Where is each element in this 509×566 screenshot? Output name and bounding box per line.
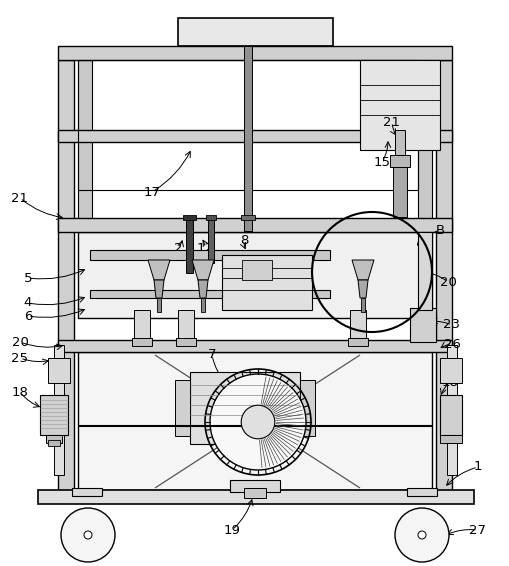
Bar <box>389 155 409 167</box>
Bar <box>439 358 461 383</box>
Bar <box>243 46 251 231</box>
Text: 19: 19 <box>223 524 240 537</box>
Bar <box>58 130 451 142</box>
Bar <box>38 490 473 504</box>
Bar <box>349 310 365 338</box>
Text: 26: 26 <box>443 337 460 350</box>
Circle shape <box>210 374 305 470</box>
Bar <box>78 352 431 490</box>
Bar <box>206 215 216 220</box>
Bar <box>439 395 461 435</box>
Bar <box>54 345 64 475</box>
Circle shape <box>61 508 115 562</box>
Bar <box>406 488 436 496</box>
Text: 20: 20 <box>439 276 456 289</box>
Polygon shape <box>351 260 373 280</box>
Bar <box>221 255 312 310</box>
Bar <box>243 488 266 498</box>
Bar <box>48 440 60 446</box>
Bar <box>394 130 404 160</box>
Bar <box>360 298 364 312</box>
Circle shape <box>394 508 448 562</box>
Bar <box>392 167 406 217</box>
Text: 7: 7 <box>207 349 216 362</box>
Bar <box>439 435 461 443</box>
Text: 5: 5 <box>24 272 32 285</box>
Text: 18: 18 <box>12 385 29 398</box>
Bar <box>178 18 332 46</box>
Text: 4: 4 <box>24 297 32 310</box>
Text: 18: 18 <box>441 375 458 388</box>
Bar <box>40 395 68 435</box>
Bar <box>48 358 70 383</box>
Bar <box>435 60 451 492</box>
Bar <box>78 60 417 190</box>
Circle shape <box>84 531 92 539</box>
Text: 17: 17 <box>143 186 160 199</box>
Text: 21: 21 <box>12 191 29 204</box>
Text: 2: 2 <box>174 242 182 255</box>
Polygon shape <box>357 280 367 298</box>
Text: B: B <box>435 224 444 237</box>
Bar <box>58 340 451 352</box>
Bar <box>347 338 367 346</box>
Text: 15: 15 <box>373 156 390 169</box>
Bar <box>241 215 254 220</box>
Bar <box>58 60 74 492</box>
Polygon shape <box>154 280 164 298</box>
Bar <box>178 310 193 338</box>
Bar <box>132 338 152 346</box>
Bar <box>190 372 299 444</box>
Bar <box>134 310 150 338</box>
Text: 20: 20 <box>12 336 29 349</box>
Text: 21: 21 <box>383 115 400 128</box>
Text: 23: 23 <box>443 319 460 332</box>
Bar <box>230 480 279 492</box>
Text: 1: 1 <box>473 461 482 474</box>
Bar <box>183 215 195 220</box>
Bar <box>175 380 190 436</box>
Circle shape <box>417 531 425 539</box>
Text: 8: 8 <box>239 234 248 247</box>
Bar <box>242 260 271 280</box>
Circle shape <box>241 405 274 439</box>
Bar <box>186 218 192 273</box>
Bar <box>446 345 456 475</box>
Bar <box>78 232 431 318</box>
Bar <box>58 218 451 232</box>
Text: 6: 6 <box>24 310 32 323</box>
Bar <box>58 46 451 60</box>
Bar <box>359 60 439 150</box>
Bar <box>417 232 431 310</box>
Bar <box>90 250 329 260</box>
Bar <box>208 218 214 263</box>
Bar <box>417 60 431 220</box>
Polygon shape <box>191 260 214 280</box>
Polygon shape <box>197 280 208 298</box>
Bar <box>90 290 329 298</box>
Bar <box>409 308 435 342</box>
Bar <box>72 488 102 496</box>
Text: 12: 12 <box>196 242 213 255</box>
Text: 27: 27 <box>469 524 486 537</box>
Text: 25: 25 <box>12 351 29 365</box>
Bar <box>157 298 161 312</box>
Bar <box>176 338 195 346</box>
Polygon shape <box>148 260 169 280</box>
Bar <box>78 60 92 220</box>
Bar <box>46 435 62 443</box>
Bar <box>201 298 205 312</box>
Text: 22: 22 <box>443 362 460 375</box>
Bar <box>299 380 315 436</box>
